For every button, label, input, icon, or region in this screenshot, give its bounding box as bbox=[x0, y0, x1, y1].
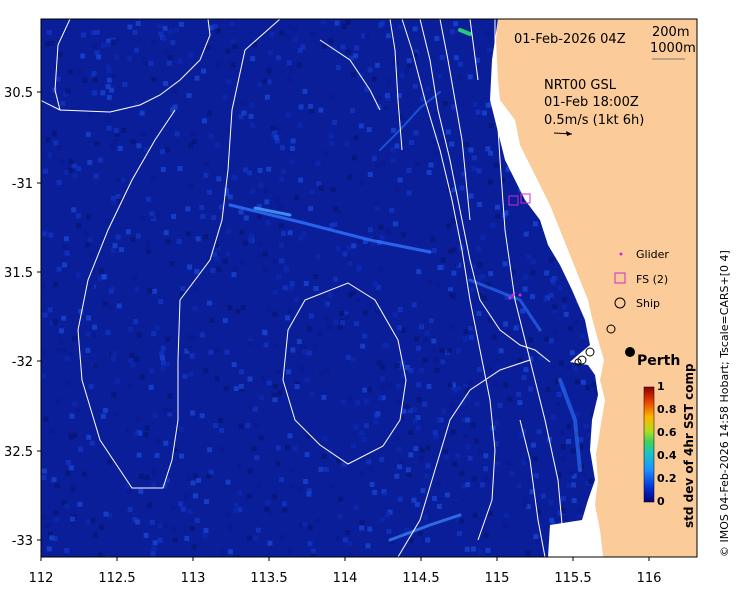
sst-filaments bbox=[228, 28, 582, 542]
scale-label-200m: 200m bbox=[652, 25, 689, 40]
lon-tick-label: 112 bbox=[29, 571, 54, 586]
ship-markers bbox=[574, 324, 616, 366]
glider-legend-icon bbox=[619, 252, 623, 256]
bathymetry-contours bbox=[41, 19, 566, 557]
legend: Glider FS (2) Ship bbox=[614, 248, 669, 310]
perth-label: Perth bbox=[637, 353, 680, 369]
ship-legend-icon bbox=[614, 297, 626, 309]
lon-tick-label: 113.5 bbox=[250, 571, 287, 586]
colorbar bbox=[643, 386, 655, 503]
lat-tick-label: -31 bbox=[12, 177, 33, 192]
lat-tick-label: -32 bbox=[12, 355, 33, 370]
colorbar-label: std dev of 4hr SST comp bbox=[682, 363, 696, 528]
lon-tick-label: 114.5 bbox=[402, 571, 439, 586]
current-model-label: NRT00 GSL bbox=[544, 78, 617, 93]
colorbar-ticks: 1 0.8 0.6 0.4 0.2 0 bbox=[657, 380, 677, 508]
lon-tick-label: 115.5 bbox=[554, 571, 591, 586]
lat-tick-label: -33 bbox=[12, 534, 33, 549]
colorbar-tick-label: 0.8 bbox=[657, 403, 677, 416]
perth-city-marker-icon bbox=[625, 347, 635, 357]
scale-label-1000m: 1000m bbox=[650, 41, 696, 56]
lon-tick-label: 112.5 bbox=[98, 571, 135, 586]
fs-legend-icon bbox=[614, 272, 626, 284]
lon-tick-label: 114 bbox=[333, 571, 358, 586]
legend-glider-label: Glider bbox=[636, 248, 669, 261]
colorbar-tick-label: 0.6 bbox=[657, 426, 677, 439]
lon-tick-label: 116 bbox=[637, 571, 662, 586]
timestamp-label: 01-Feb-2026 04Z bbox=[514, 32, 626, 47]
map-frame bbox=[40, 18, 698, 558]
lat-tick-label: 32.5 bbox=[4, 445, 33, 460]
lat-tick-label: 30.5 bbox=[4, 86, 33, 101]
fs-markers bbox=[508, 193, 531, 206]
lon-tick-label: 113 bbox=[181, 571, 206, 586]
colorbar-tick-label: 0.2 bbox=[657, 472, 677, 485]
lat-tick-label: 31.5 bbox=[4, 266, 33, 281]
imos-credit: © IMOS 04-Feb-2026 14:58 Hobart; Tscale=… bbox=[718, 250, 731, 557]
colorbar-tick-label: 0 bbox=[657, 495, 665, 508]
current-time-label: 01-Feb 18:00Z bbox=[544, 95, 639, 110]
legend-ship-label: Ship bbox=[636, 297, 660, 310]
latitude-axis: 30.5 -31 31.5 -32 32.5 -33 bbox=[4, 86, 41, 549]
current-vector-label: 0.5m/s (1kt 6h) bbox=[544, 113, 644, 128]
glider-track bbox=[508, 293, 522, 300]
longitude-axis: 112 112.5 113 113.5 114 114.5 115 115.5 116 bbox=[29, 557, 662, 586]
legend-fs-label: FS (2) bbox=[636, 273, 668, 286]
colorbar-tick-label: 1 bbox=[657, 380, 665, 393]
lon-tick-label: 115 bbox=[485, 571, 510, 586]
current-vector-arrow-icon bbox=[553, 131, 573, 136]
colorbar-tick-label: 0.4 bbox=[657, 449, 677, 462]
